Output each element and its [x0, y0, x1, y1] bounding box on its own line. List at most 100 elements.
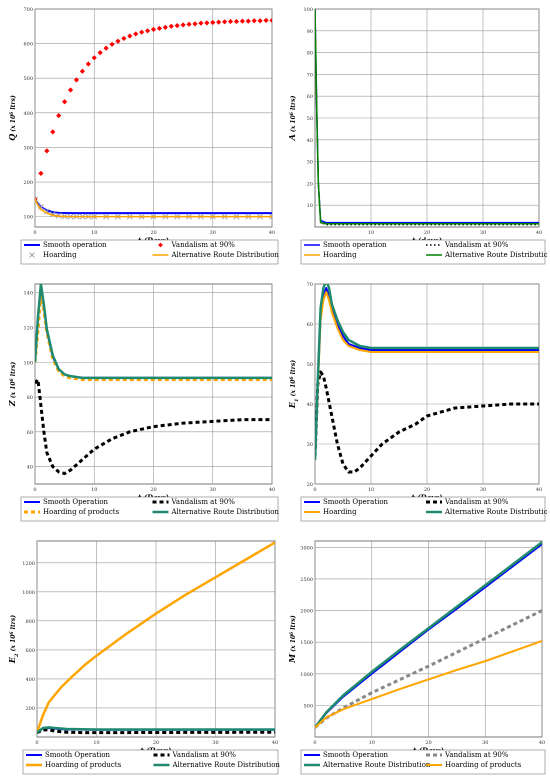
data-point	[227, 18, 234, 25]
data-point	[38, 170, 44, 176]
legend-label: Vandalism at 90%	[172, 751, 237, 759]
y-tick-label: 140	[23, 291, 33, 297]
data-point	[35, 196, 38, 203]
y-tick-label: 20	[307, 482, 313, 488]
x-tick-label: 0	[33, 487, 36, 493]
y-tick-label: 20	[307, 181, 313, 187]
y-axis-label: M (x 106 ltrs)	[287, 615, 297, 664]
x-tick-label: 30	[482, 740, 488, 746]
legend-item: Vandalism at 90%	[152, 498, 236, 506]
x-tick-label: 30	[210, 230, 216, 236]
legend-item: Smooth Operation	[304, 751, 389, 759]
data-point	[198, 20, 204, 26]
chart-p5: 01020304020040060080010001200t (Days)E2 …	[7, 540, 280, 775]
y-axis-label: Z (x 106 ltrs)	[7, 362, 17, 408]
legend-item: Vandalism at 90%	[426, 241, 509, 249]
legend-label: Alternative Route Distribution	[444, 508, 547, 516]
y-tick-label: 200	[25, 706, 35, 712]
x-tick-label: 40	[536, 487, 542, 493]
chart-p2: 10203040102030405060708090100t (days)A (…	[287, 7, 547, 265]
data-point	[204, 20, 210, 26]
series-vandalism-at-90	[35, 17, 272, 202]
legend-box	[20, 496, 279, 522]
y-tick-label: 600	[25, 648, 35, 654]
legend-label: Smooth operation	[43, 241, 107, 249]
legend-item: Vandalism at 90%	[426, 751, 509, 759]
y-tick-label: 30	[307, 160, 313, 166]
legend-label: Hoarding of products	[43, 508, 120, 516]
x-tick-label: 10	[91, 230, 97, 236]
y-tick-label: 50	[307, 362, 313, 368]
y-tick-label: 80	[27, 395, 33, 401]
legend-item: Hoarding	[29, 251, 77, 259]
data-point	[233, 18, 240, 25]
data-point	[139, 29, 145, 35]
legend-label: Smooth Operation	[323, 498, 389, 506]
data-point	[133, 31, 139, 37]
x-tick-label: 10	[91, 487, 97, 493]
series-hoarding-of-products	[315, 639, 542, 729]
y-tick-label: 60	[27, 430, 33, 436]
y-tick-label: 50	[307, 116, 313, 122]
y-axis-label: E1 (x 106 ltrs)	[287, 360, 300, 409]
x-tick-label: 20	[153, 740, 159, 746]
legend-item: Smooth operation	[304, 241, 387, 249]
y-tick-label: 800	[25, 619, 35, 625]
data-point	[156, 25, 163, 31]
x-tick-label: 40	[536, 230, 542, 236]
series-hoarding-of-products	[37, 541, 275, 734]
x-tick-label: 10	[93, 740, 99, 746]
y-tick-label: 30	[307, 442, 313, 448]
y-axis-label: E2 (x 106 ltrs)	[7, 615, 20, 664]
legend-item: Alternative Route Distribution	[152, 251, 279, 259]
legend-label: Smooth Operation	[45, 751, 111, 759]
x-tick-label: 40	[269, 487, 275, 493]
chart-p1: 010203040100200300400500600700t (Days)Q …	[7, 7, 279, 265]
series-group	[35, 284, 272, 476]
legend-item: Alternative Route Distribution	[426, 508, 547, 516]
legend-item: Hoarding	[304, 508, 357, 516]
y-tick-label: 500	[303, 703, 313, 709]
y-tick-label: 100	[303, 7, 313, 13]
series-group	[35, 17, 272, 220]
series-group	[315, 9, 539, 226]
y-tick-label: 500	[23, 76, 33, 82]
y-tick-label: 400	[23, 111, 33, 117]
x-tick-label: 30	[212, 740, 218, 746]
y-tick-label: 60	[307, 322, 313, 328]
y-tick-label: 40	[27, 465, 33, 471]
legend-label: Vandalism at 90%	[171, 498, 236, 506]
y-tick-label: 80	[307, 51, 313, 57]
series-vandalism-at-90	[37, 728, 275, 735]
data-point	[168, 23, 174, 29]
x-tick-label: 20	[424, 487, 430, 493]
y-tick-label: 120	[23, 325, 33, 331]
data-point	[91, 55, 97, 61]
data-point	[180, 22, 186, 28]
x-tick-label: 10	[369, 740, 375, 746]
x-tick-label: 0	[33, 230, 36, 236]
legend-item: Smooth Operation	[304, 498, 389, 506]
x-tick-label: 30	[210, 487, 216, 493]
series-alternative-route-distribution	[35, 198, 272, 218]
data-point	[127, 33, 133, 39]
y-tick-label: 1500	[300, 640, 313, 646]
x-tick-label: 20	[150, 230, 156, 236]
legend-label: Hoarding	[323, 508, 357, 516]
y-tick-label: 1000	[22, 590, 35, 596]
chart-p4: 010203040203040506070t (Days)E1 (x 106 l…	[287, 282, 547, 522]
y-tick-label: 70	[307, 282, 313, 288]
data-point	[67, 87, 74, 93]
y-tick-label: 2500	[300, 577, 313, 583]
legend: Smooth Operation Vandalism at 90% Hoarding…	[22, 749, 280, 775]
x-tick-label: 40	[269, 230, 275, 236]
series-vandalism-at-90	[35, 378, 272, 476]
legend: Smooth Operation Vandalism at 90% Hoarding…	[20, 496, 279, 522]
data-point	[269, 17, 272, 24]
y-tick-label: 600	[23, 42, 33, 48]
data-point	[216, 19, 222, 25]
legend-box	[300, 749, 546, 775]
legend-item: Hoarding of products	[26, 761, 122, 769]
legend: Smooth Operation Vandalism at 90% Hoarding…	[300, 496, 547, 522]
y-tick-label: 400	[25, 677, 35, 683]
